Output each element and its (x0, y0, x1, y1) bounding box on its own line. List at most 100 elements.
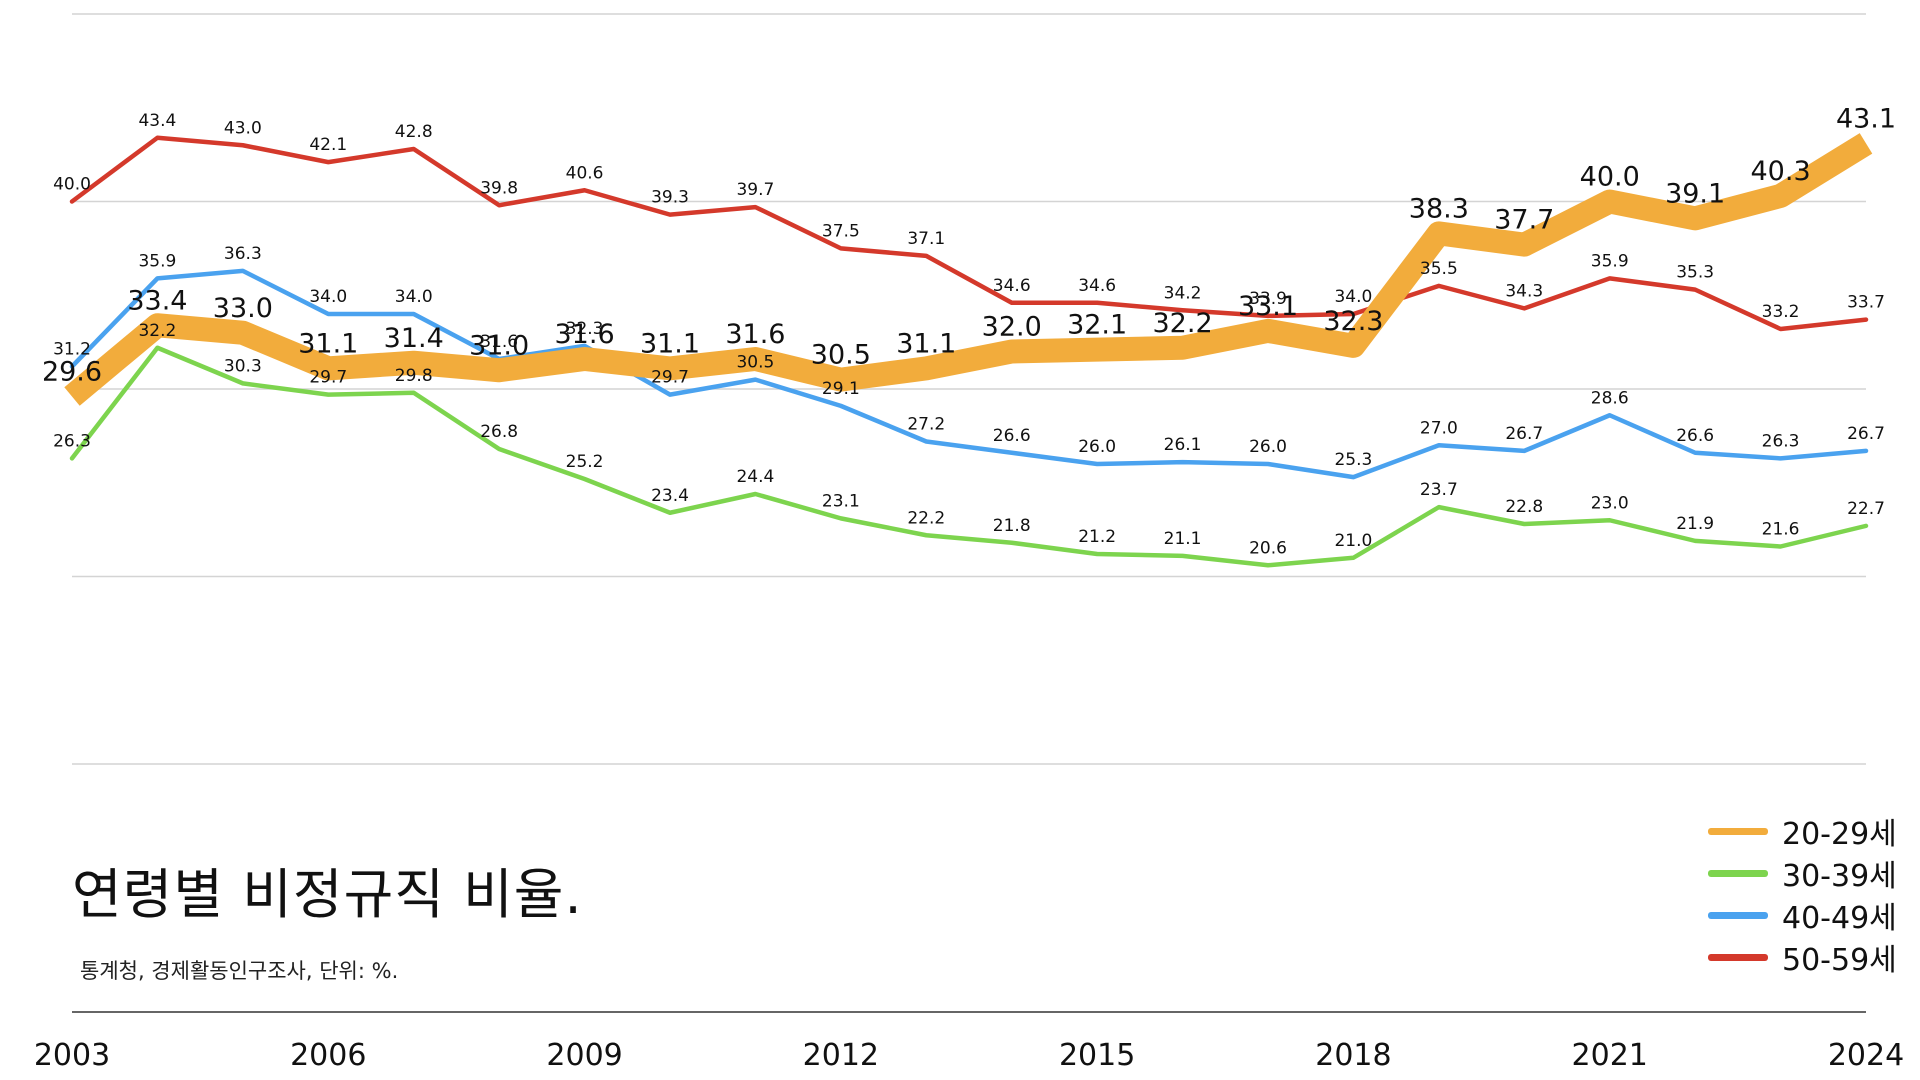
data-label: 26.3 (1762, 431, 1800, 451)
data-label: 25.3 (1334, 450, 1372, 470)
data-label: 33.2 (1762, 302, 1800, 322)
legend-swatch (1708, 869, 1768, 877)
data-label: 26.6 (993, 426, 1031, 446)
data-label: 26.1 (1164, 435, 1202, 455)
data-label: 22.7 (1847, 499, 1885, 519)
data-label: 39.7 (736, 180, 774, 200)
data-label: 34.6 (1078, 276, 1116, 296)
series-line (64, 133, 1873, 406)
data-label: 43.1 (1836, 103, 1896, 134)
series-line (69, 268, 1869, 480)
data-label: 35.9 (1591, 251, 1629, 271)
data-label: 39.1 (1665, 178, 1725, 209)
gridlines (72, 13, 1866, 765)
data-label: 32.3 (566, 319, 604, 339)
data-label: 31.2 (53, 340, 91, 360)
data-label: 34.0 (1334, 287, 1372, 307)
data-label: 39.8 (480, 178, 518, 198)
data-label: 31.1 (640, 328, 700, 359)
data-label: 42.8 (395, 122, 433, 142)
data-label: 21.6 (1762, 520, 1800, 540)
data-label: 40.0 (1580, 162, 1640, 193)
data-label: 21.1 (1164, 529, 1202, 549)
series-lines (64, 133, 1873, 568)
data-label: 34.0 (395, 287, 433, 307)
legend-label: 20-29세 (1782, 817, 1897, 852)
data-label: 23.0 (1591, 493, 1629, 513)
data-label: 29.7 (651, 368, 689, 388)
x-tick-label: 2006 (290, 1038, 366, 1073)
data-label: 33.9 (1249, 289, 1287, 309)
data-label: 31.0 (469, 330, 529, 361)
data-label: 26.0 (1078, 437, 1116, 457)
data-label: 27.0 (1420, 418, 1458, 438)
data-label: 23.7 (1420, 480, 1458, 500)
data-label: 26.0 (1249, 437, 1287, 457)
data-label: 39.3 (651, 188, 689, 208)
data-label: 40.0 (53, 175, 91, 195)
data-label: 20.6 (1249, 538, 1287, 558)
data-label: 21.9 (1676, 514, 1714, 534)
x-tick-label: 2009 (546, 1038, 622, 1073)
data-label: 31.1 (298, 328, 358, 359)
legend-item: 30-39세 (1708, 852, 1897, 894)
data-label: 32.0 (982, 312, 1042, 343)
x-tick-label: 2003 (34, 1038, 110, 1073)
data-label: 26.8 (480, 422, 518, 442)
x-tick-label: 2021 (1572, 1038, 1648, 1073)
data-label: 31.1 (896, 328, 956, 359)
data-label: 26.7 (1847, 424, 1885, 444)
legend: 20-29세 30-39세 40-49세 50-59세 (1708, 810, 1897, 978)
data-label: 32.2 (1153, 308, 1213, 339)
data-label: 32.3 (1323, 306, 1383, 337)
data-label: 37.1 (907, 229, 945, 249)
data-label: 33.4 (127, 285, 187, 316)
legend-item: 40-49세 (1708, 894, 1897, 936)
legend-label: 30-39세 (1782, 859, 1897, 894)
data-label: 21.0 (1334, 531, 1372, 551)
data-label: 23.1 (822, 491, 860, 511)
legend-item: 50-59세 (1708, 936, 1897, 978)
series-line (69, 135, 1869, 332)
data-label: 42.1 (309, 135, 347, 155)
data-label: 30.3 (224, 356, 262, 376)
data-label: 21.8 (993, 516, 1031, 536)
data-label: 28.6 (1591, 388, 1629, 408)
x-tick-label: 2024 (1828, 1038, 1904, 1073)
data-label: 31.4 (384, 323, 444, 354)
legend-label: 40-49세 (1782, 901, 1897, 936)
data-label: 33.0 (213, 293, 273, 324)
data-label: 22.8 (1505, 497, 1543, 517)
data-label: 30.5 (811, 340, 871, 371)
x-tick-label: 2012 (803, 1038, 879, 1073)
x-tick-label: 2018 (1315, 1038, 1391, 1073)
data-label: 40.3 (1751, 156, 1811, 187)
data-label: 43.4 (138, 111, 176, 131)
x-tick-label: 2015 (1059, 1038, 1135, 1073)
legend-swatch (1708, 911, 1768, 919)
data-label: 26.3 (53, 431, 91, 451)
data-label: 35.5 (1420, 259, 1458, 279)
legend-item: 20-29세 (1708, 810, 1897, 852)
data-label: 29.6 (42, 357, 102, 388)
data-label: 33.1 (1238, 291, 1298, 322)
data-label: 34.2 (1164, 283, 1202, 303)
data-label: 31.6 (725, 319, 785, 350)
data-label: 33.7 (1847, 293, 1885, 313)
data-label: 24.4 (736, 467, 774, 487)
series-line (69, 345, 1869, 568)
data-label: 37.7 (1494, 205, 1554, 236)
data-label: 32.1 (1067, 310, 1127, 341)
data-label: 21.2 (1078, 527, 1116, 547)
data-label: 25.2 (566, 452, 604, 472)
data-label: 27.2 (907, 415, 945, 435)
data-label: 30.5 (736, 353, 774, 373)
data-label: 34.6 (993, 276, 1031, 296)
data-label: 26.6 (1676, 426, 1714, 446)
legend-swatch (1708, 953, 1768, 961)
data-label: 23.4 (651, 486, 689, 506)
data-label: 31.6 (480, 332, 518, 352)
legend-label: 50-59세 (1782, 943, 1897, 978)
chart-subtitle: 통계청, 경제활동인구조사, 단위: %. (80, 959, 399, 983)
